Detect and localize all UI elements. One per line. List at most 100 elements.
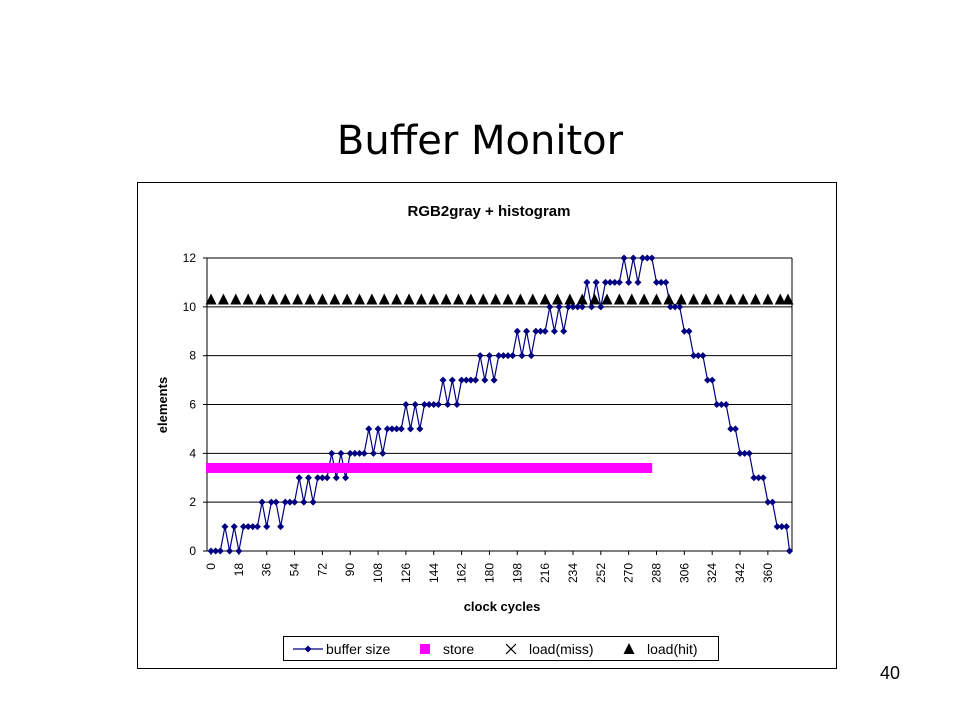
data-point: [453, 293, 465, 305]
data-point: [513, 327, 521, 335]
data-point: [708, 376, 716, 384]
data-point: [549, 462, 560, 473]
data-point: [341, 293, 353, 305]
data-point: [411, 401, 419, 408]
y-tick-label: 12: [183, 251, 197, 265]
legend-item: store: [420, 641, 474, 657]
data-point: [354, 293, 366, 305]
data-point: [605, 462, 616, 473]
data-point: [382, 462, 393, 473]
data-point: [289, 462, 300, 473]
data-point: [462, 376, 470, 384]
data-point: [663, 293, 675, 305]
data-point: [456, 462, 467, 473]
data-point: [648, 254, 656, 262]
data-point: [444, 401, 452, 408]
data-point: [230, 523, 238, 531]
data-point: [309, 498, 317, 506]
data-point: [699, 352, 707, 360]
data-point: [722, 401, 730, 408]
data-point: [407, 425, 415, 433]
data-point: [379, 449, 387, 457]
data-point: [270, 462, 281, 473]
legend-label: buffer size: [326, 641, 391, 657]
data-point: [366, 293, 378, 305]
data-point: [523, 327, 531, 335]
data-point: [244, 523, 252, 531]
data-point: [509, 352, 517, 360]
data-point: [567, 462, 578, 473]
x-tick-label: 342: [733, 563, 747, 583]
x-tick-label: 306: [677, 563, 691, 583]
data-point: [490, 376, 498, 384]
data-point: [620, 254, 628, 262]
data-point: [527, 293, 539, 305]
data-point: [651, 293, 663, 305]
data-point: [261, 462, 272, 473]
data-point: [643, 254, 651, 262]
x-tick-label: 198: [510, 563, 524, 583]
data-point: [332, 474, 340, 482]
legend-symbol: [304, 645, 312, 653]
x-tick-label: 180: [482, 563, 496, 583]
data-point: [363, 462, 374, 473]
data-point: [388, 425, 396, 433]
data-point: [632, 462, 643, 473]
data-point: [484, 462, 495, 473]
data-point: [539, 293, 551, 305]
data-point: [564, 303, 572, 311]
legend-label: load(hit): [647, 641, 698, 657]
data-point: [588, 303, 596, 311]
legend-label: load(miss): [529, 641, 594, 657]
legend-symbol: [505, 643, 517, 655]
x-tick-label: 72: [315, 563, 329, 577]
x-tick-label: 252: [594, 563, 608, 583]
data-point: [476, 352, 484, 360]
data-point: [495, 352, 503, 360]
data-point: [493, 462, 504, 473]
data-point: [685, 327, 693, 335]
data-point: [438, 462, 449, 473]
data-point: [690, 352, 698, 360]
data-point: [328, 449, 336, 457]
data-point: [346, 449, 354, 457]
data-point: [626, 293, 638, 305]
x-tick-label: 360: [761, 563, 775, 583]
data-point: [298, 462, 309, 473]
y-tick-label: 2: [189, 495, 196, 509]
data-point: [502, 293, 514, 305]
data-point: [688, 293, 700, 305]
x-tick-label: 216: [538, 563, 552, 583]
data-point: [749, 293, 761, 305]
data-point: [206, 462, 217, 473]
data-point: [653, 278, 661, 286]
data-point: [736, 449, 744, 457]
data-point: [416, 425, 424, 433]
data-point: [308, 462, 319, 473]
data-point: [546, 303, 554, 311]
data-point: [216, 547, 224, 555]
data-point: [527, 352, 535, 360]
data-point: [374, 425, 382, 433]
data-point: [345, 462, 356, 473]
data-point: [764, 498, 772, 506]
data-point: [786, 547, 794, 555]
data-point: [536, 327, 544, 335]
data-point: [503, 462, 514, 473]
data-point: [532, 327, 540, 335]
data-point: [762, 293, 774, 305]
data-point: [782, 523, 790, 531]
data-point: [639, 254, 647, 262]
data-point: [750, 474, 758, 482]
data-point: [391, 462, 402, 473]
data-point: [558, 462, 569, 473]
data-point: [326, 462, 337, 473]
data-point: [420, 401, 428, 408]
data-point: [477, 293, 489, 305]
data-point: [249, 523, 257, 531]
data-point: [430, 401, 438, 408]
data-point: [589, 293, 601, 305]
data-point: [391, 293, 403, 305]
data-point: [440, 293, 452, 305]
data-point: [782, 293, 794, 305]
